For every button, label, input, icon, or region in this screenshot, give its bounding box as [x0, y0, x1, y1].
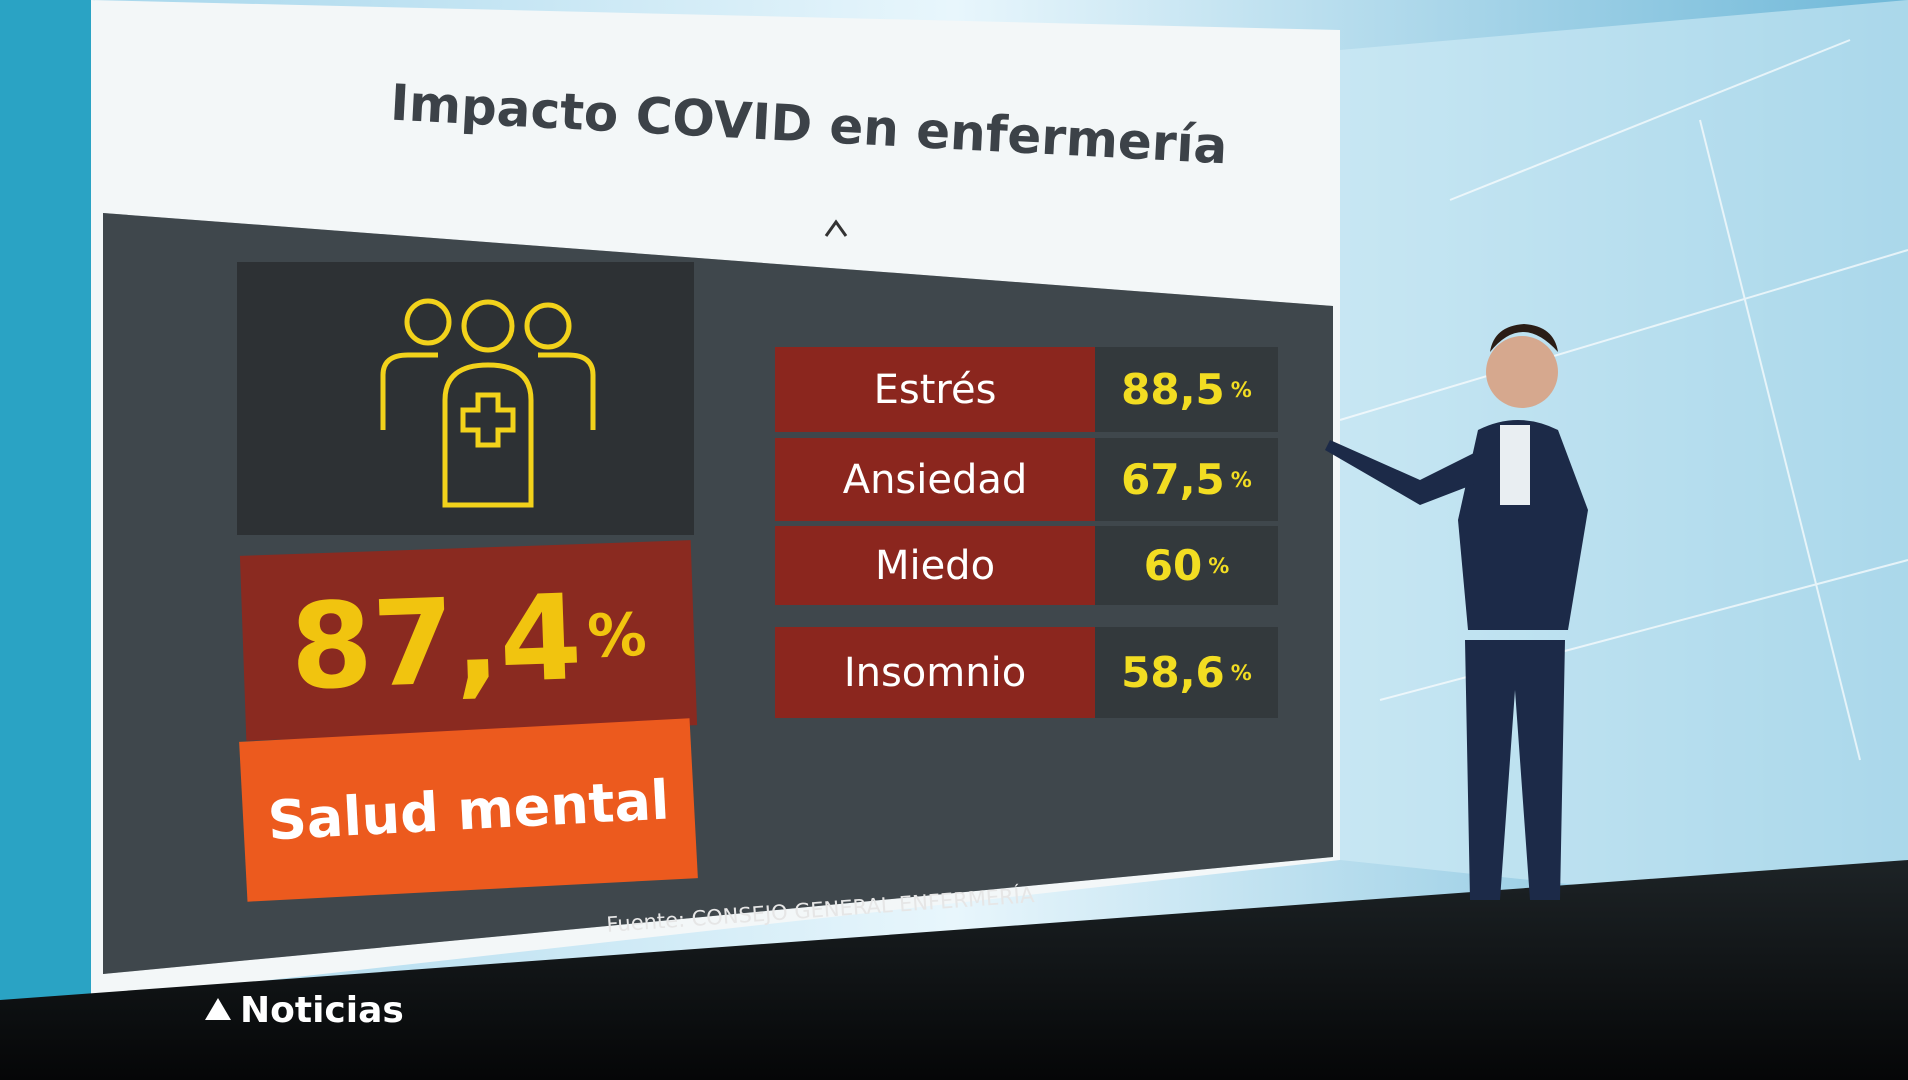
item-value: 58,6%: [1095, 627, 1278, 718]
item-value: 88,5%: [1095, 347, 1278, 432]
item-number: 58,6: [1121, 648, 1225, 697]
logo-mark: [205, 998, 231, 1020]
item-value: 60%: [1095, 526, 1278, 605]
main-number: 87,4: [288, 567, 584, 716]
item-unit: %: [1230, 660, 1252, 685]
main-unit: %: [586, 599, 648, 671]
item-number: 67,5: [1121, 455, 1225, 504]
presenter: [1325, 324, 1588, 900]
main-label: Salud mental: [239, 718, 698, 902]
item-label: Ansiedad: [775, 438, 1095, 521]
item-label: Insomnio: [775, 627, 1095, 718]
item-value: 67,5%: [1095, 438, 1278, 521]
main-value: 87,4%: [239, 540, 698, 741]
item-label: Estrés: [775, 347, 1095, 432]
item-unit: %: [1230, 467, 1252, 492]
logo: Noticias: [240, 990, 404, 1031]
item-unit: %: [1208, 553, 1230, 578]
item-label: Miedo: [775, 526, 1095, 605]
item-number: 88,5: [1121, 365, 1225, 414]
item-number: 60: [1143, 541, 1203, 590]
item-unit: %: [1230, 377, 1252, 402]
